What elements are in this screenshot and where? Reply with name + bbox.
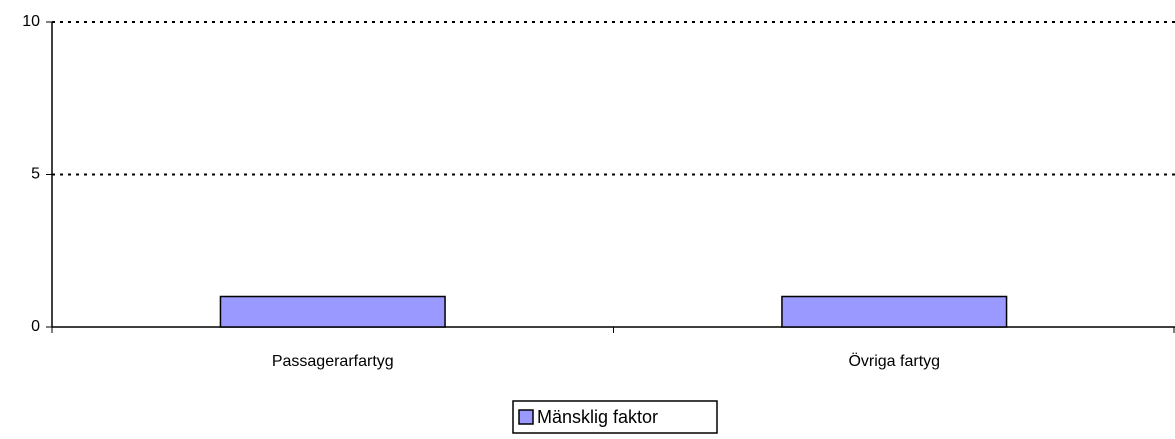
bar (219, 295, 446, 328)
bar (781, 295, 1008, 328)
y-tick-label: 10 (22, 13, 40, 30)
legend-box (512, 400, 718, 434)
legend-swatch (518, 409, 534, 425)
x-tick-label: Övriga fartyg (848, 352, 940, 370)
legend-label: Mänsklig faktor (537, 407, 658, 427)
y-tick-label: 5 (31, 166, 40, 183)
y-tick-label: 0 (31, 318, 40, 335)
x-tick-label: Passagerarfartyg (272, 353, 394, 370)
